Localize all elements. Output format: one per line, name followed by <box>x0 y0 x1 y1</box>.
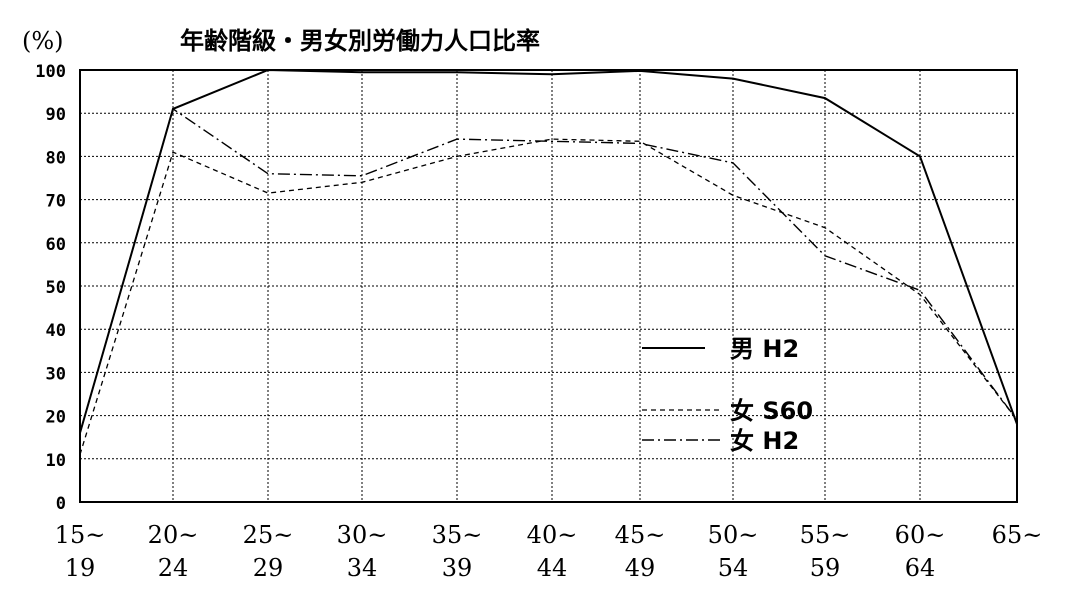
y-tick-label-0: 0 <box>56 494 66 514</box>
x-tick-label-top-1: 20~ <box>148 521 199 549</box>
x-tick-label-top-8: 55~ <box>800 521 851 549</box>
x-tick-label-top-2: 25~ <box>243 521 294 549</box>
x-tick-label-bottom-7: 54 <box>718 554 749 582</box>
x-tick-label-top-10: 65~ <box>992 521 1043 549</box>
x-tick-label-bottom-0: 19 <box>65 554 96 582</box>
y-tick-label-10: 100 <box>35 62 66 82</box>
x-tick-label-top-9: 60~ <box>895 521 946 549</box>
y-tick-label-1: 10 <box>46 451 66 471</box>
legend-label-2: 女 H2 <box>730 427 799 455</box>
y-unit-label: (%) <box>22 27 64 55</box>
x-tick-label-bottom-5: 44 <box>537 554 568 582</box>
x-tick-label-bottom-8: 59 <box>810 554 841 582</box>
series-line-2 <box>79 107 1018 434</box>
x-tick-label-bottom-9: 64 <box>905 554 936 582</box>
y-axis-ticks: 0 10 20 30 40 50 60 70 80 90 100 <box>35 62 66 514</box>
x-tick-label-bottom-2: 29 <box>253 554 284 582</box>
series-line-1 <box>79 138 1018 455</box>
x-tick-label-bottom-3: 34 <box>347 554 378 582</box>
grid-lines <box>80 70 1017 502</box>
x-tick-label-bottom-6: 49 <box>625 554 656 582</box>
y-tick-label-3: 30 <box>46 364 66 384</box>
x-tick-label-top-5: 40~ <box>527 521 578 549</box>
y-tick-label-7: 70 <box>46 192 66 212</box>
series-lines <box>79 68 1018 455</box>
x-tick-label-top-0: 15~ <box>55 521 106 549</box>
x-tick-label-bottom-1: 24 <box>158 554 189 582</box>
x-axis-ticks: 15~ 19 20~ 24 25~ 29 30~ 34 35~ 39 40~ 44 45~ 49 50~ 54… <box>55 521 1043 582</box>
legend-label-1: 女 S60 <box>730 397 813 425</box>
y-tick-label-8: 80 <box>46 148 66 168</box>
x-tick-label-top-3: 30~ <box>337 521 388 549</box>
chart-title: 年齢階級・男女別労働力人口比率 <box>180 27 540 55</box>
x-tick-label-bottom-4: 39 <box>442 554 473 582</box>
legend-label-0: 男 H2 <box>730 335 799 363</box>
y-tick-label-9: 90 <box>46 105 66 125</box>
x-tick-label-top-4: 35~ <box>432 521 483 549</box>
plot-frame <box>79 69 1018 503</box>
x-tick-label-top-7: 50~ <box>708 521 759 549</box>
series-line-0 <box>79 68 1018 434</box>
y-tick-label-6: 60 <box>46 235 66 255</box>
y-tick-label-4: 40 <box>46 321 66 341</box>
y-tick-label-2: 20 <box>46 408 66 428</box>
y-tick-label-5: 50 <box>46 278 66 298</box>
x-tick-label-top-6: 45~ <box>615 521 666 549</box>
